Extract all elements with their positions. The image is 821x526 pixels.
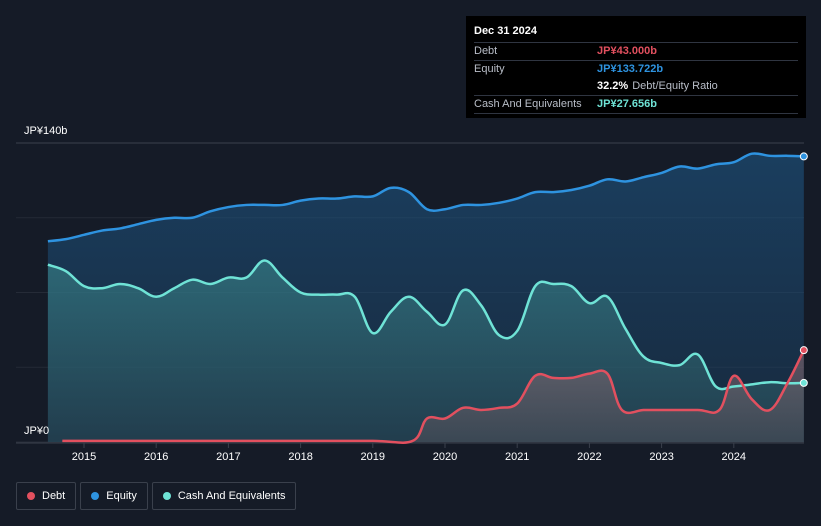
x-tick-label: 2022 [577,451,601,463]
tooltip-ratio-label: Debt/Equity Ratio [632,80,718,92]
tooltip-debt-label: Debt [474,45,498,57]
series-areas [47,153,804,443]
legend-equity-label: Equity [106,490,137,502]
tooltip-date: Dec 31 2024 [474,25,537,37]
tooltip-equity-row: Equity JP¥133.722b [474,60,798,78]
tooltip-cash-value: JP¥27.656b [597,98,657,110]
data-tooltip: Dec 31 2024 Debt JP¥43.000b Equity JP¥13… [466,16,806,118]
debt-line [62,349,805,444]
tooltip-ratio-value: 32.2% [597,80,629,92]
legend-cash-label: Cash And Equivalents [177,490,286,502]
debt-area [62,350,804,443]
cash-dot-icon [162,492,171,500]
chart-legend: Debt Equity Cash And Equivalents [16,482,300,510]
equity-endpoint [799,152,808,161]
legend-item-cash[interactable]: Cash And Equivalents [151,482,297,510]
x-tick-label: 2023 [649,451,673,463]
tooltip-debt-value: JP¥43.000b [597,45,657,57]
tooltip-ratio-spacer [474,78,597,95]
cash-and-equivalents-endpoint [799,378,808,387]
y-axis-zero-label: JP¥0 [24,425,50,437]
x-tick-label: 2020 [433,451,457,463]
tooltip-equity-value: JP¥133.722b [597,63,664,75]
legend-debt-label: Debt [42,490,66,502]
x-tick-label: 2015 [72,451,96,463]
tooltip-debt-row: Debt JP¥43.000b [474,42,798,60]
x-tick-label: 2017 [216,451,240,463]
legend-item-debt[interactable]: Debt [16,482,77,510]
legend-item-equity[interactable]: Equity [80,482,148,510]
debt-dot-icon [27,492,35,500]
x-tick-label: 2019 [361,451,385,463]
series-lines [47,152,808,444]
equity-dot-icon [91,492,100,500]
tooltip-cash-label: Cash And Equivalents [474,98,582,110]
tooltip-equity-label: Equity [474,63,505,75]
equity-line [47,152,804,243]
x-tick-label: 2021 [505,451,529,463]
y-axis-max-label: JP¥140b [24,125,68,137]
debt-endpoint [799,346,808,355]
x-axis-ticks: 2015 2016 2017 2018 2019 2020 2021 2022 2023 2024 [72,443,746,463]
x-tick-label: 2024 [722,451,746,463]
tooltip-cash-row: Cash And Equivalents JP¥27.656b [474,95,798,114]
x-tick-label: 2018 [288,451,312,463]
cash-and-equivalents-line [47,259,804,391]
x-tick-label: 2016 [144,451,168,463]
tooltip-ratio-row: 32.2% Debt/Equity Ratio [474,78,798,95]
